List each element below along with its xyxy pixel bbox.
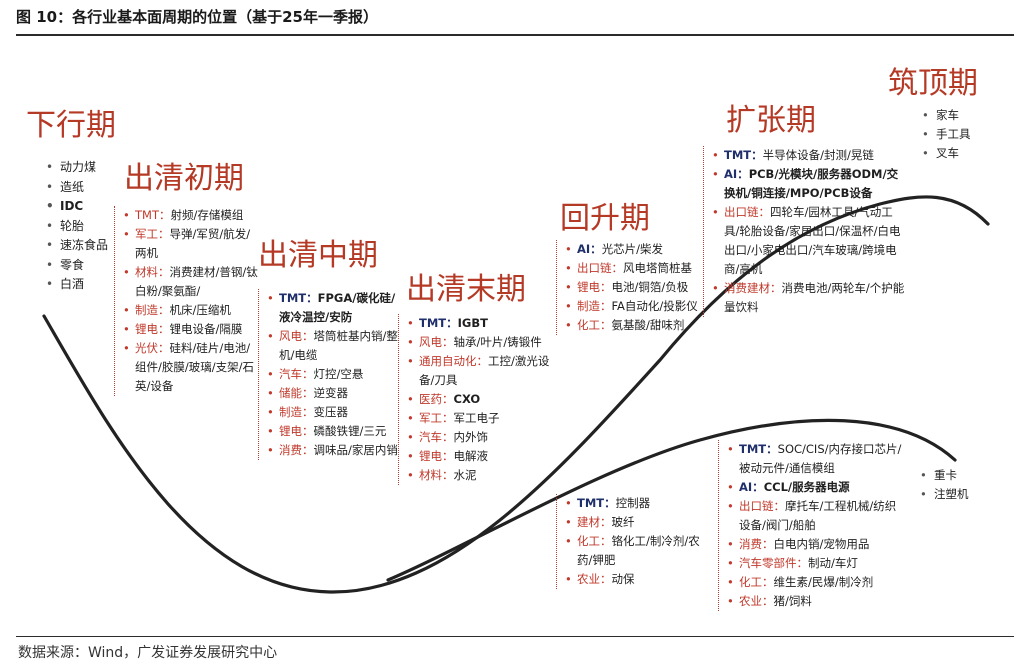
list-item: 消费：调味品/家居内销 [267, 441, 401, 460]
list-item: 军工：军工电子 [407, 409, 559, 428]
list-item: 锂电：电池/铜箔/负极 [565, 278, 711, 297]
list-item: TMT：IGBT [407, 314, 559, 333]
list-item: TMT：FPGA/碳化硅/液冷温控/安防 [267, 289, 401, 327]
lower-recover-industry-list: TMT：控制器 建材：玻纤 化工：铬化工/制冷剂/农药/钾肥 农业：动保 [556, 494, 711, 589]
list-item: 军工：导弹/军贸/航发/两机 [123, 225, 261, 263]
list-item: 化工：氨基酸/甜味剂 [565, 316, 711, 335]
list-item: 出口链：四轮车/园林工具/气动工具/轮胎设备/家居出口/保温杯/白电出口/小家电… [712, 203, 908, 279]
list-item: 速冻食品 [46, 236, 110, 256]
list-item: 制造：机床/压缩机 [123, 301, 261, 320]
list-item: 零食 [46, 256, 110, 276]
stage-down: 下行期 [26, 108, 116, 143]
list-item: TMT：射频/存储模组 [123, 206, 261, 225]
top-rule [16, 34, 1014, 36]
list-item: 风电：塔筒桩基内销/整机/电缆 [267, 327, 401, 365]
list-item: 消费：白电内销/宠物用品 [727, 535, 907, 554]
down-industry-list: 动力煤 造纸 IDC 轮胎 速冻食品 零食 白酒 [46, 158, 110, 295]
secondary-cycle-curve [386, 418, 957, 582]
list-item: 白酒 [46, 275, 110, 295]
list-item: AI：CCL/服务器电源 [727, 478, 907, 497]
list-item: AI：PCB/光模块/服务器ODM/交换机/铜连接/MPO/PCB设备 [712, 165, 908, 203]
list-item: IDC [46, 197, 110, 217]
stage-expand: 扩张期 [726, 103, 816, 138]
list-item: TMT：控制器 [565, 494, 711, 513]
stage-mid: 出清中期 [258, 238, 378, 273]
stage-top: 筑顶期 [888, 66, 978, 101]
list-item: 锂电：电解液 [407, 447, 559, 466]
list-item: 叉车 [922, 144, 1002, 163]
list-item: 造纸 [46, 178, 110, 198]
bottom-rule [16, 636, 1014, 637]
lower-expand-industry-list: TMT：SOC/CIS/内存接口芯片/被动元件/通信模组 AI：CCL/服务器电… [718, 440, 907, 611]
expand-industry-list: TMT：半导体设备/封测/晃链 AI：PCB/光模块/服务器ODM/交换机/铜连… [703, 146, 908, 317]
list-item: 重卡 [920, 466, 1000, 485]
list-item: 动力煤 [46, 158, 110, 178]
early-industry-list: TMT：射频/存储模组 军工：导弹/军贸/航发/两机 材料：消费建材/普钢/钛白… [114, 206, 261, 396]
list-item: 风电：轴承/叶片/铸锻件 [407, 333, 559, 352]
list-item: 锂电：锂电设备/隔膜 [123, 320, 261, 339]
list-item: TMT：半导体设备/封测/晃链 [712, 146, 908, 165]
mid-industry-list: TMT：FPGA/碳化硅/液冷温控/安防 风电：塔筒桩基内销/整机/电缆 汽车：… [258, 289, 401, 460]
list-item: TMT：SOC/CIS/内存接口芯片/被动元件/通信模组 [727, 440, 907, 478]
stage-late: 出清末期 [406, 272, 526, 307]
stage-recover: 回升期 [560, 201, 650, 236]
list-item: 储能：逆变器 [267, 384, 401, 403]
list-item: 注塑机 [920, 485, 1000, 504]
list-item: 消费建材：消费电池/两轮车/个护能量饮料 [712, 279, 908, 317]
list-item: 光伏：硅料/硅片/电池/组件/胶膜/玻璃/支架/石英/设备 [123, 339, 261, 396]
list-item: 材料：消费建材/普钢/钛白粉/聚氨酯/ [123, 263, 261, 301]
list-item: 锂电：磷酸铁锂/三元 [267, 422, 401, 441]
list-item: 农业：动保 [565, 570, 711, 589]
list-item: 出口链：风电塔筒桩基 [565, 259, 711, 278]
list-item: 农业：猪/饲料 [727, 592, 907, 611]
late-industry-list: TMT：IGBT 风电：轴承/叶片/铸锻件 通用自动化：工控/激光设备/刀具 医… [398, 314, 559, 485]
recover-industry-list: AI：光芯片/柴发 出口链：风电塔筒桩基 锂电：电池/铜箔/负极 制造：FA自动… [556, 240, 711, 335]
list-item: AI：光芯片/柴发 [565, 240, 711, 259]
figure-title: 图 10：各行业基本面周期的位置（基于25年一季报） [16, 8, 378, 26]
list-item: 通用自动化：工控/激光设备/刀具 [407, 352, 559, 390]
list-item: 出口链：摩托车/工程机械/纺织设备/阀门/船舶 [727, 497, 907, 535]
list-item: 建材：玻纤 [565, 513, 711, 532]
list-item: 家车 [922, 106, 1002, 125]
list-item: 手工具 [922, 125, 1002, 144]
list-item: 医药：CXO [407, 390, 559, 409]
source-note: 数据来源：Wind，广发证券发展研究中心 [18, 645, 278, 661]
list-item: 制造：FA自动化/投影仪 [565, 297, 711, 316]
list-item: 制造：变压器 [267, 403, 401, 422]
list-item: 化工：维生素/民爆/制冷剂 [727, 573, 907, 592]
list-item: 化工：铬化工/制冷剂/农药/钾肥 [565, 532, 711, 570]
stage-early: 出清初期 [124, 161, 244, 196]
lower-top-industry-list: 重卡 注塑机 [920, 466, 1000, 504]
top-industry-list: 家车 手工具 叉车 [922, 106, 1002, 163]
list-item: 轮胎 [46, 217, 110, 237]
list-item: 汽车零部件：制动/车灯 [727, 554, 907, 573]
list-item: 汽车：内外饰 [407, 428, 559, 447]
list-item: 材料：水泥 [407, 466, 559, 485]
list-item: 汽车：灯控/空悬 [267, 365, 401, 384]
